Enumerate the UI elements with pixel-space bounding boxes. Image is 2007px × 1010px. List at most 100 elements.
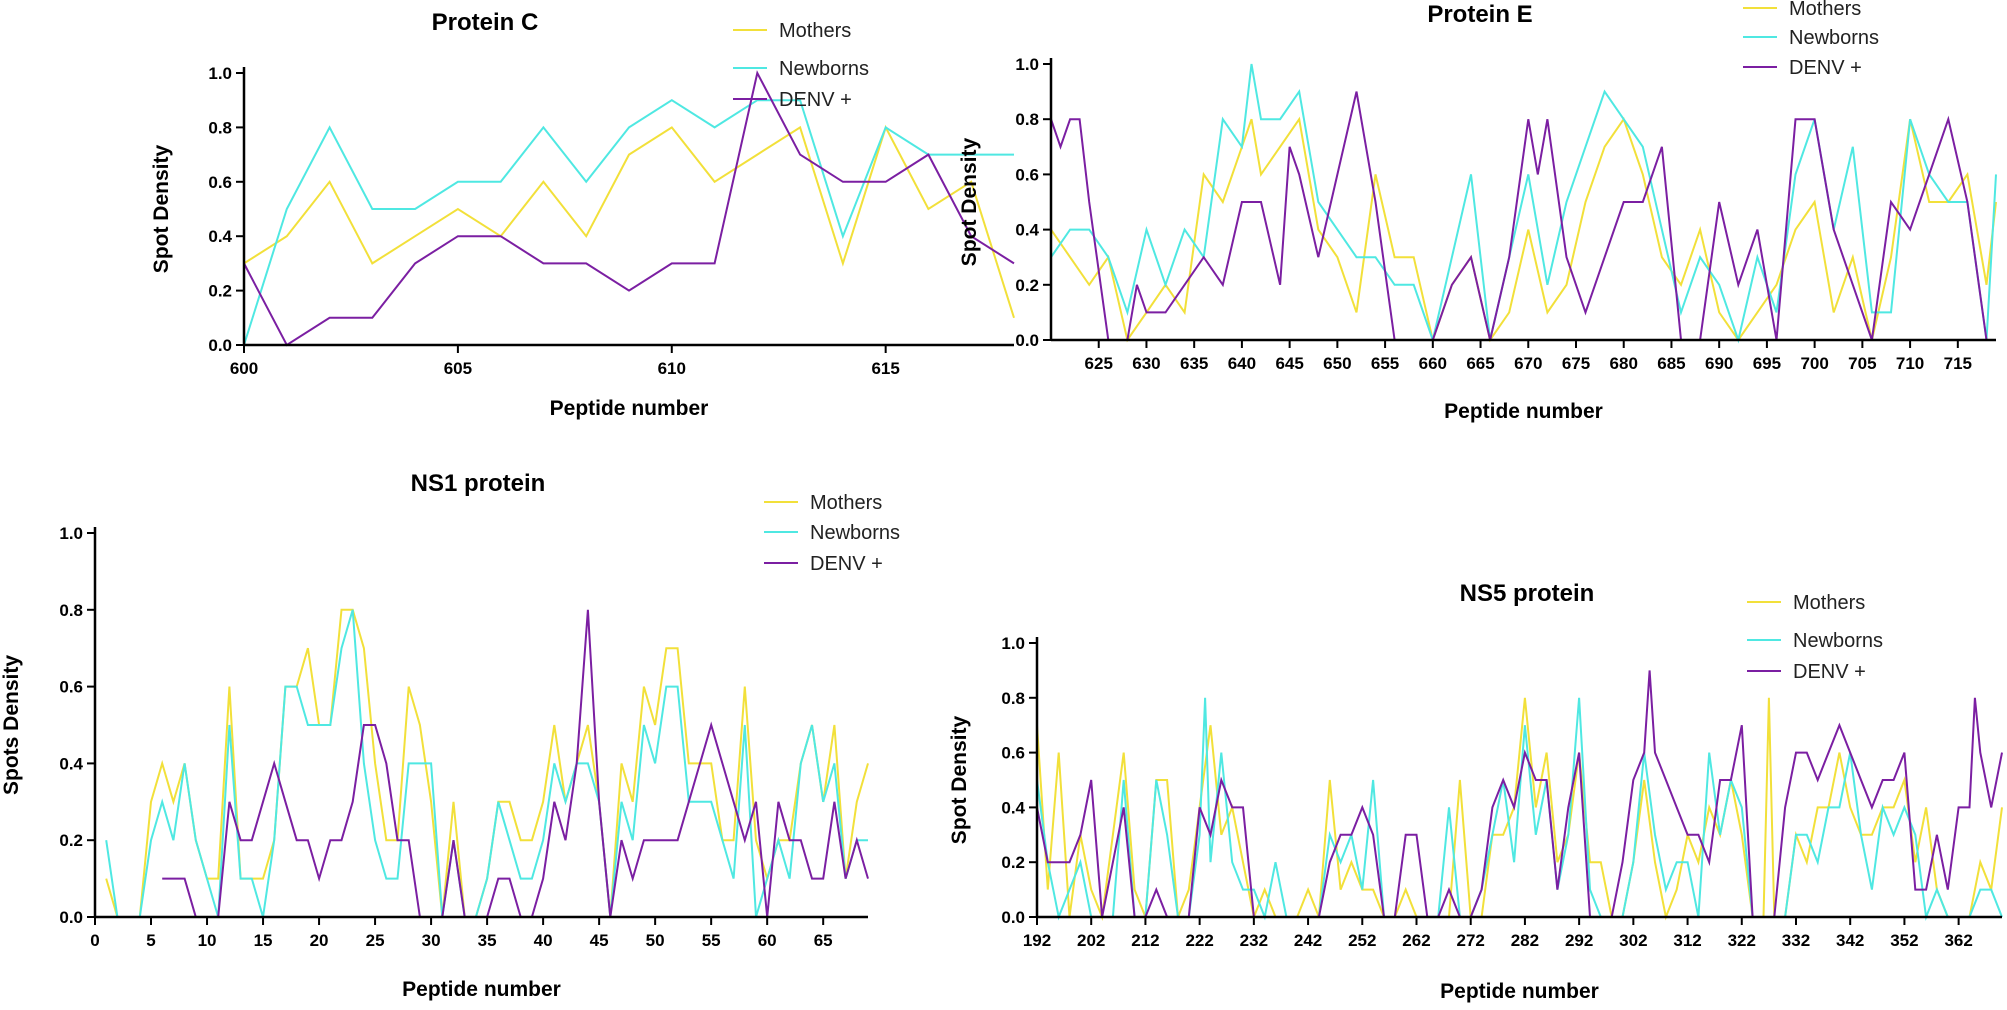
chart-panel-1: Protein E 0.0 0.2 0.4 0.6 0.8 1.0 625 630 635 640 6… xyxy=(958,0,1997,423)
y-tick-label: 0.0 xyxy=(208,336,232,355)
x-tick-label: 362 xyxy=(1944,931,1972,950)
x-tick-label: 715 xyxy=(1944,354,1972,373)
y-tick-label: 0.4 xyxy=(59,754,83,773)
series-line-newborns xyxy=(1036,697,2003,921)
series-line-newborns xyxy=(1050,63,1997,344)
x-tick-label: 202 xyxy=(1077,931,1105,950)
y-axis-label: Spots Density xyxy=(0,655,23,795)
x-tick-label: 675 xyxy=(1562,354,1590,373)
x-tick-label: 332 xyxy=(1782,931,1810,950)
series-line-denv xyxy=(162,609,869,918)
legend-label-denv: DENV + xyxy=(810,553,883,575)
x-tick-label: 5 xyxy=(146,931,155,950)
legend-label-newborns: Newborns xyxy=(1793,630,1883,652)
x-tick-label: 65 xyxy=(814,931,833,950)
legend-label-newborns: Newborns xyxy=(1789,27,1879,49)
x-tick-label: 262 xyxy=(1402,931,1430,950)
x-tick-label: 670 xyxy=(1514,354,1542,373)
x-tick-label: 20 xyxy=(310,931,329,950)
x-tick-label: 312 xyxy=(1673,931,1701,950)
y-tick-label: 1.0 xyxy=(1001,634,1025,653)
legend-label-newborns: Newborns xyxy=(779,58,869,80)
x-axis-label: Peptide number xyxy=(550,397,709,420)
y-tick-label: 0.8 xyxy=(208,118,232,137)
y-tick-label: 0.2 xyxy=(1001,853,1025,872)
x-tick-label: 45 xyxy=(590,931,609,950)
y-axis-label: Spot Density xyxy=(150,145,173,274)
x-tick-label: 35 xyxy=(478,931,497,950)
x-tick-label: 705 xyxy=(1848,354,1876,373)
x-tick-label: 600 xyxy=(230,359,258,378)
x-tick-label: 232 xyxy=(1240,931,1268,950)
x-tick-label: 655 xyxy=(1371,354,1399,373)
chart-panel-2: NS1 protein 0.0 0.2 0.4 0.6 0.8 1.0 0 5 10 15 20 25 3… xyxy=(0,470,900,1001)
y-tick-label: 0.4 xyxy=(1001,798,1025,817)
y-tick-label: 0.6 xyxy=(208,173,232,192)
x-tick-label: 342 xyxy=(1836,931,1864,950)
x-axis-label: Peptide number xyxy=(1440,980,1599,1003)
y-tick-label: 0.2 xyxy=(59,831,83,850)
x-tick-label: 615 xyxy=(871,359,899,378)
chart-title: Protein E xyxy=(1427,1,1532,28)
x-axis-label: Peptide number xyxy=(402,978,561,1001)
series-line-newborns xyxy=(105,609,868,918)
x-tick-label: 30 xyxy=(422,931,441,950)
legend-label-denv: DENV + xyxy=(779,89,852,111)
x-tick-label: 610 xyxy=(658,359,686,378)
series-line-mothers xyxy=(243,124,1015,319)
x-tick-label: 10 xyxy=(198,931,217,950)
y-tick-label: 1.0 xyxy=(59,524,83,543)
chart-title: NS1 protein xyxy=(411,470,546,497)
x-tick-label: 322 xyxy=(1728,931,1756,950)
x-tick-label: 252 xyxy=(1348,931,1376,950)
y-axis-label: Spot Density xyxy=(948,716,971,845)
legend-label-mothers: Mothers xyxy=(1789,0,1861,20)
y-tick-label: 0.8 xyxy=(1001,689,1025,708)
y-tick-label: 0.8 xyxy=(59,601,83,620)
y-tick-label: 0.8 xyxy=(1015,110,1039,129)
y-tick-label: 0.0 xyxy=(1015,331,1039,350)
x-tick-label: 302 xyxy=(1619,931,1647,950)
chart-title: Protein C xyxy=(432,9,539,36)
y-tick-label: 0.4 xyxy=(208,227,232,246)
x-axis-label: Peptide number xyxy=(1444,400,1603,423)
y-tick-label: 0.2 xyxy=(208,282,232,301)
x-tick-label: 710 xyxy=(1896,354,1924,373)
x-tick-label: 60 xyxy=(758,931,777,950)
x-tick-label: 695 xyxy=(1753,354,1781,373)
legend-label-mothers: Mothers xyxy=(779,20,851,42)
x-tick-label: 630 xyxy=(1132,354,1160,373)
y-tick-label: 1.0 xyxy=(1015,55,1039,74)
legend-label-mothers: Mothers xyxy=(1793,592,1865,614)
x-tick-label: 700 xyxy=(1800,354,1828,373)
x-tick-label: 605 xyxy=(444,359,472,378)
x-tick-label: 0 xyxy=(90,931,99,950)
chart-panel-3: NS5 protein 0.0 0.2 0.4 0.6 0.8 1.0 192 202 212 22… xyxy=(948,580,2003,1003)
x-tick-label: 660 xyxy=(1419,354,1447,373)
y-axis-label: Spot Density xyxy=(958,138,981,267)
x-tick-label: 645 xyxy=(1275,354,1303,373)
x-tick-label: 25 xyxy=(366,931,385,950)
series-line-newborns xyxy=(243,99,1014,346)
y-tick-label: 0.2 xyxy=(1015,276,1039,295)
x-tick-label: 15 xyxy=(254,931,273,950)
legend-label-newborns: Newborns xyxy=(810,522,900,544)
x-tick-label: 685 xyxy=(1657,354,1685,373)
y-tick-label: 0.6 xyxy=(1001,744,1025,763)
x-tick-label: 665 xyxy=(1466,354,1494,373)
x-tick-label: 635 xyxy=(1180,354,1208,373)
x-tick-label: 212 xyxy=(1131,931,1159,950)
legend-label-mothers: Mothers xyxy=(810,492,882,514)
legend-label-denv: DENV + xyxy=(1793,661,1866,683)
x-tick-label: 680 xyxy=(1610,354,1638,373)
x-tick-label: 40 xyxy=(534,931,553,950)
y-tick-label: 0.0 xyxy=(59,908,83,927)
chart-title: NS5 protein xyxy=(1460,580,1595,607)
y-tick-label: 1.0 xyxy=(208,64,232,83)
x-tick-label: 55 xyxy=(702,931,721,950)
x-tick-label: 272 xyxy=(1457,931,1485,950)
y-tick-label: 0.6 xyxy=(1015,165,1039,184)
series-line-denv xyxy=(243,70,1015,347)
y-tick-label: 0.4 xyxy=(1015,221,1039,240)
